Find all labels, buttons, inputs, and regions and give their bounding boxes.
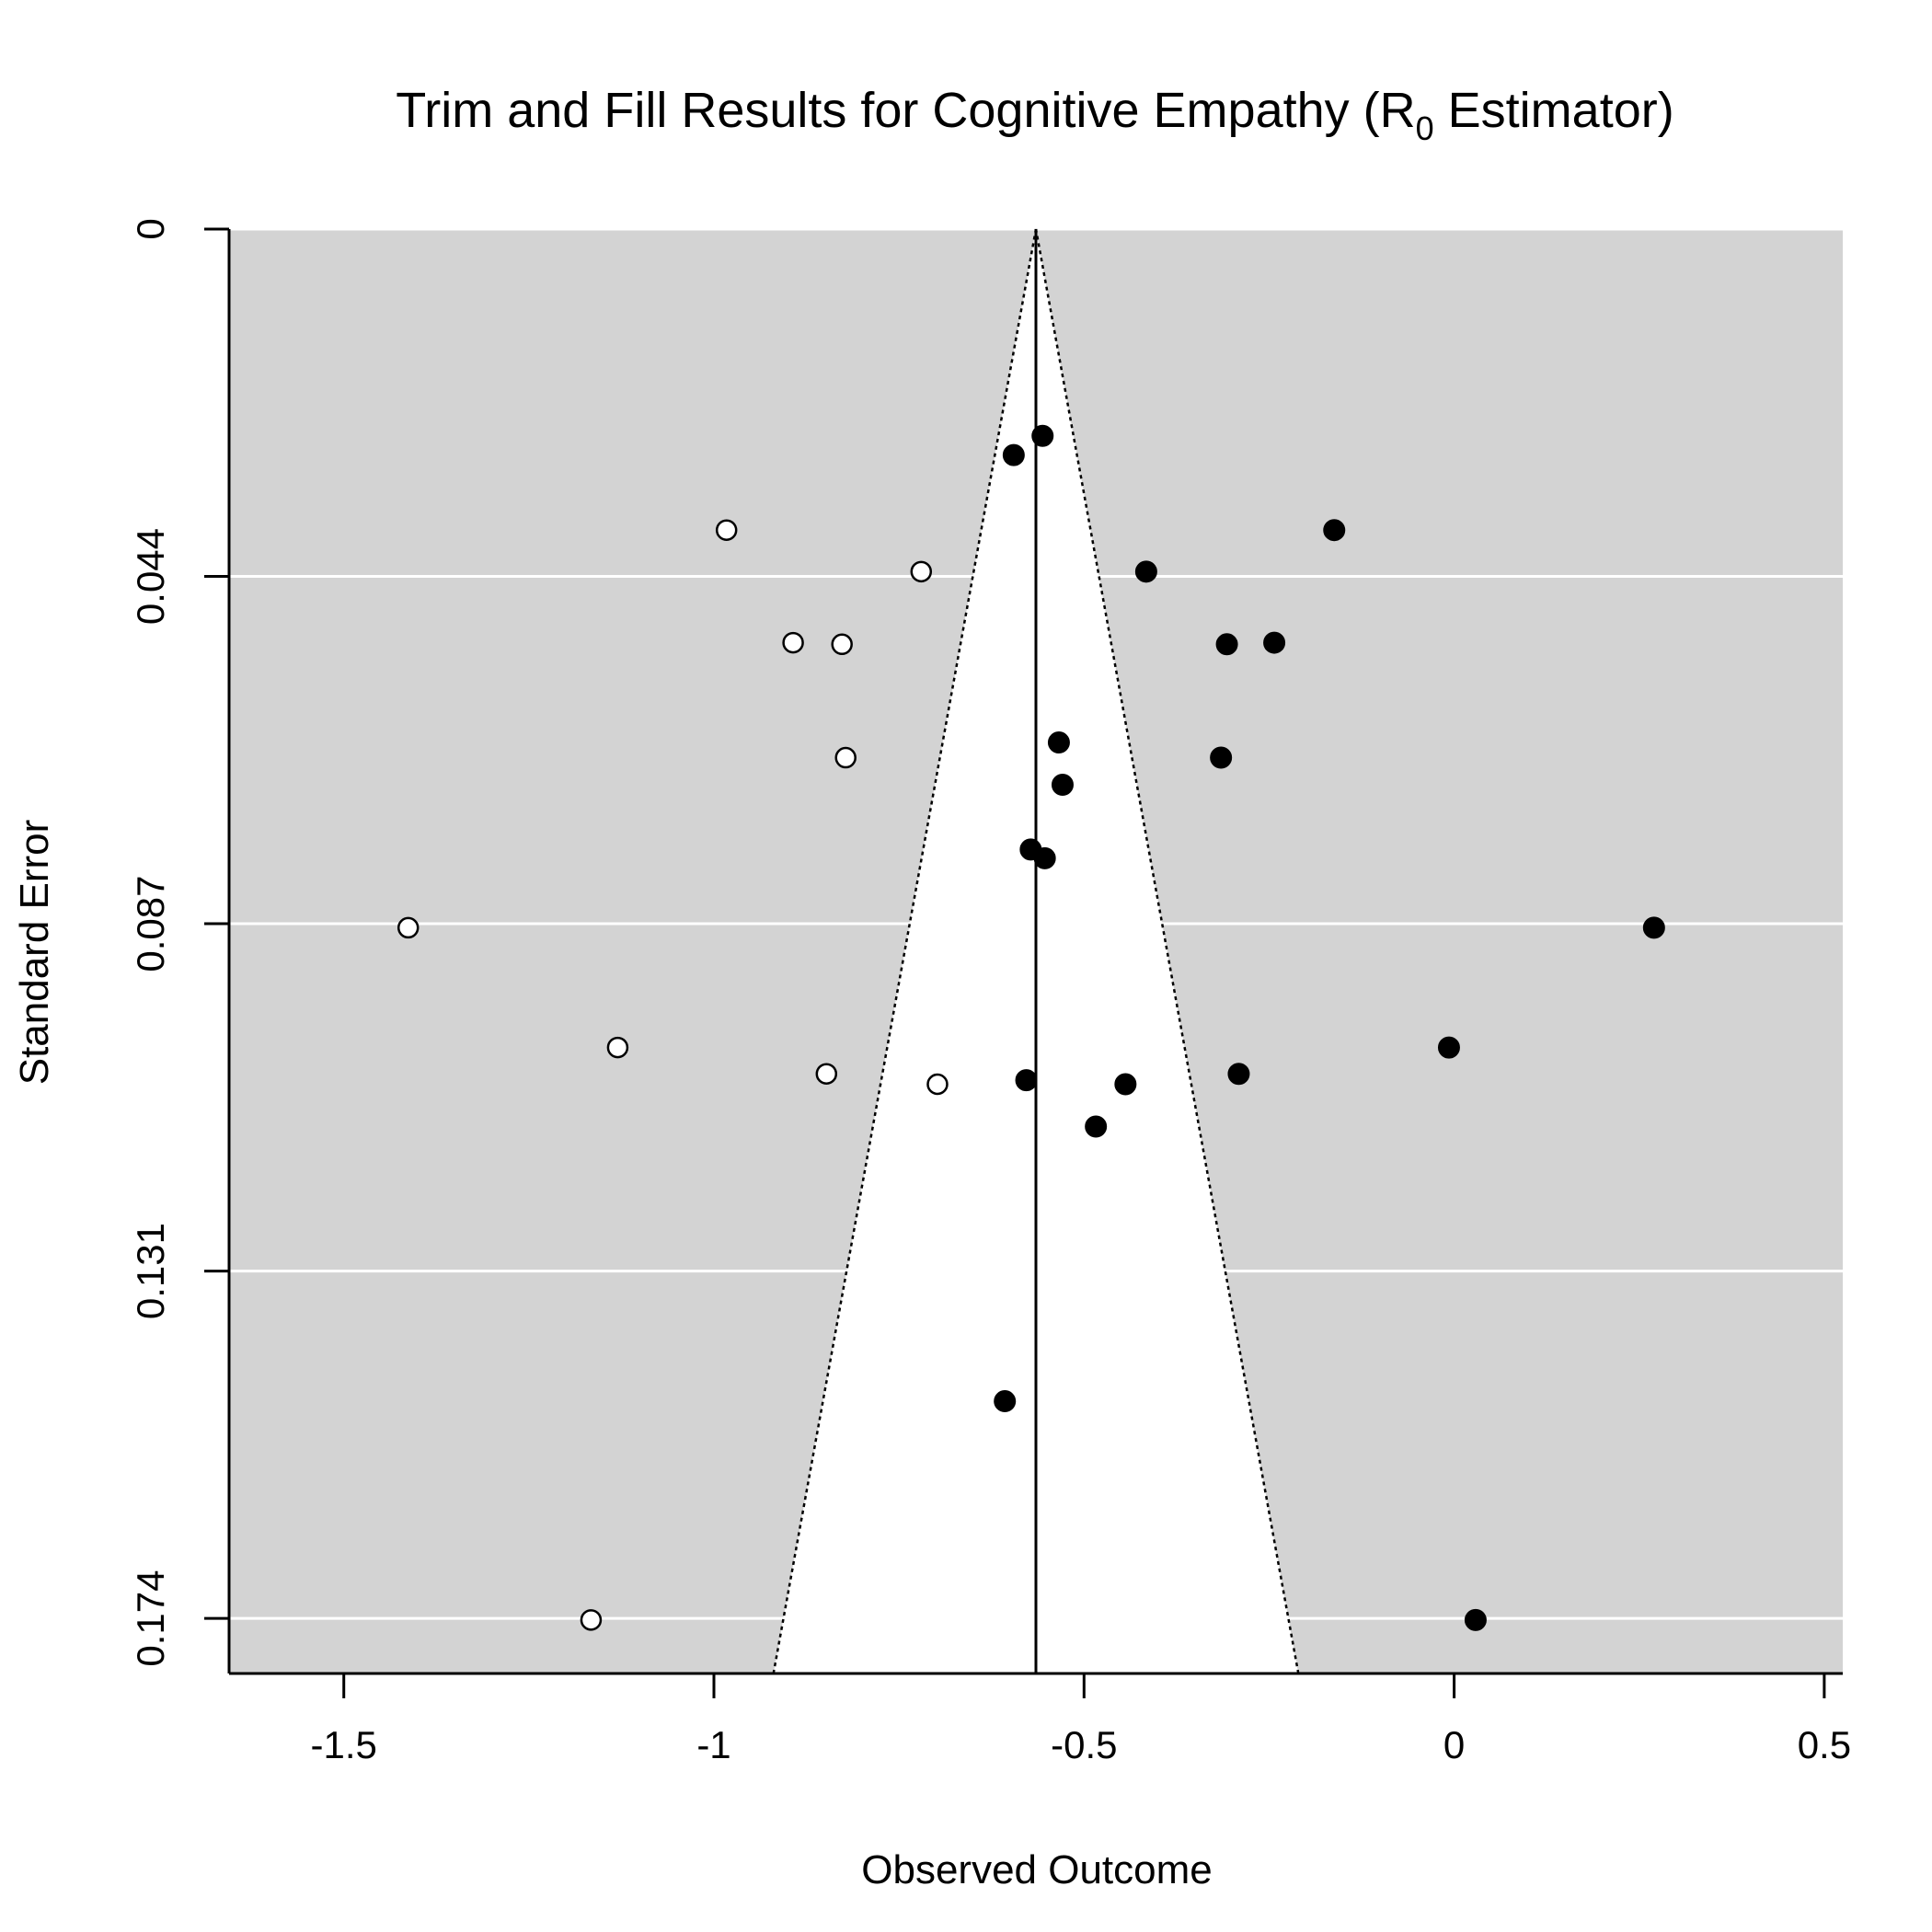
imputed-point (910, 560, 933, 583)
y-tick-label: 0.174 (129, 1570, 172, 1667)
imputed-point (580, 1609, 603, 1631)
y-tick-label: 0.131 (129, 1223, 172, 1319)
study-point (1002, 443, 1025, 466)
x-tick-label: -1 (696, 1723, 730, 1766)
study-point (1210, 746, 1233, 769)
study-point (1642, 916, 1665, 939)
study-point (1031, 424, 1054, 447)
study-point (1263, 631, 1286, 654)
study-point (1227, 1063, 1250, 1086)
x-axis-title: Observed Outcome (861, 1847, 1213, 1892)
imputed-point (782, 631, 804, 654)
study-point (1323, 519, 1346, 542)
study-point (1015, 1069, 1038, 1092)
study-point (1047, 731, 1070, 754)
imputed-point (926, 1073, 949, 1096)
study-point (1051, 774, 1074, 797)
funnel-right-bound (1034, 228, 1300, 1674)
imputed-point (606, 1036, 629, 1059)
imputed-point (834, 746, 857, 769)
y-axis-title: Standard Error (12, 820, 57, 1086)
imputed-point (397, 916, 420, 939)
study-point (1215, 633, 1238, 656)
y-tick-label: 0.044 (129, 528, 172, 625)
chart-title: Trim and Fill Results for Cognitive Empa… (396, 83, 1673, 147)
x-tick-label: 0.5 (1798, 1723, 1851, 1766)
y-tick-label: 0 (129, 218, 172, 239)
plot-area (229, 227, 1843, 1674)
study-point (1437, 1036, 1460, 1059)
imputed-point (815, 1063, 838, 1085)
x-axis: -1.5 -1 -0.5 0 0.5 (229, 1672, 1851, 1766)
study-point (1033, 846, 1056, 869)
study-point (1464, 1608, 1487, 1631)
imputed-point (831, 633, 853, 656)
imputed-point (715, 519, 738, 541)
study-point (1134, 560, 1157, 583)
funnel-left-bound (772, 228, 1038, 1674)
y-tick-label: 0.087 (129, 876, 172, 972)
x-tick-label: -0.5 (1051, 1723, 1117, 1766)
study-point (1085, 1115, 1108, 1138)
y-axis: 0 0.044 0.087 0.131 0.174 (129, 218, 231, 1673)
study-point (1114, 1073, 1137, 1096)
x-tick-label: 0 (1443, 1723, 1465, 1766)
study-point (994, 1390, 1017, 1413)
x-tick-label: -1.5 (311, 1723, 377, 1766)
